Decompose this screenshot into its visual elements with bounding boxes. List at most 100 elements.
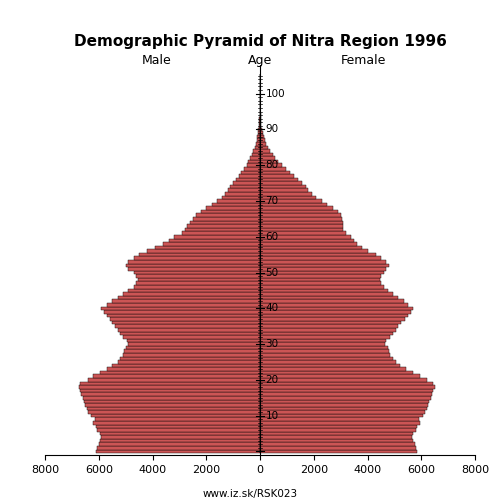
Bar — [244, 167, 260, 170]
Bar — [241, 170, 260, 174]
Bar — [260, 167, 285, 170]
Text: 60: 60 — [266, 232, 278, 241]
Bar — [260, 389, 434, 392]
Bar — [212, 203, 260, 206]
Bar — [94, 421, 260, 424]
Bar — [260, 450, 417, 453]
Bar — [190, 220, 260, 224]
Bar — [127, 338, 260, 342]
Bar — [260, 392, 432, 396]
Bar — [260, 317, 405, 321]
Bar — [260, 342, 385, 346]
Bar — [118, 296, 260, 300]
Bar — [126, 346, 260, 350]
Bar — [193, 217, 260, 220]
Bar — [259, 120, 260, 124]
Bar — [139, 253, 260, 256]
Bar — [82, 392, 260, 396]
Bar — [260, 228, 344, 232]
Bar — [260, 142, 266, 146]
Bar — [256, 138, 260, 142]
Bar — [260, 188, 308, 192]
Bar — [260, 385, 434, 389]
Bar — [201, 210, 260, 214]
Bar — [258, 131, 260, 135]
Bar — [260, 436, 412, 439]
Bar — [260, 220, 344, 224]
Bar — [233, 182, 260, 185]
Bar — [196, 214, 260, 217]
Bar — [259, 124, 260, 128]
Bar — [260, 270, 384, 274]
Bar — [248, 160, 260, 164]
Bar — [238, 174, 260, 178]
Bar — [260, 250, 368, 253]
Bar — [260, 292, 393, 296]
Bar — [118, 360, 260, 364]
Bar — [115, 324, 260, 328]
Bar — [260, 378, 426, 382]
Bar — [260, 182, 302, 185]
Bar — [260, 374, 420, 378]
Bar — [88, 378, 260, 382]
Bar — [260, 310, 410, 314]
Bar — [260, 421, 420, 424]
Bar — [107, 368, 260, 371]
Bar — [98, 446, 260, 450]
Bar — [260, 335, 390, 338]
Bar — [260, 424, 417, 428]
Bar — [260, 164, 281, 167]
Bar — [260, 203, 327, 206]
Bar — [84, 400, 260, 403]
Bar — [260, 156, 276, 160]
Text: 20: 20 — [266, 375, 278, 385]
Bar — [110, 317, 260, 321]
Bar — [168, 238, 260, 242]
Text: 90: 90 — [266, 124, 278, 134]
Bar — [260, 414, 422, 418]
Bar — [260, 418, 418, 421]
Bar — [94, 374, 260, 378]
Bar — [260, 338, 386, 342]
Bar — [260, 210, 338, 214]
Bar — [118, 328, 260, 332]
Bar — [134, 270, 260, 274]
Bar — [102, 436, 260, 439]
Bar — [155, 246, 260, 250]
Bar — [90, 414, 260, 418]
Bar — [260, 217, 342, 220]
Bar — [260, 410, 426, 414]
Title: Demographic Pyramid of Nitra Region 1996: Demographic Pyramid of Nitra Region 1996 — [74, 34, 446, 48]
Bar — [147, 250, 260, 253]
Bar — [260, 364, 400, 368]
Bar — [250, 156, 260, 160]
Bar — [260, 282, 381, 285]
Bar — [86, 403, 260, 406]
Bar — [260, 406, 426, 410]
Bar — [260, 196, 316, 199]
Bar — [123, 353, 260, 356]
Bar — [260, 246, 362, 250]
Bar — [260, 353, 390, 356]
Bar — [260, 328, 396, 332]
Bar — [260, 124, 262, 128]
Bar — [260, 199, 322, 203]
Bar — [260, 368, 406, 371]
Bar — [128, 260, 260, 264]
Bar — [228, 188, 260, 192]
Bar — [260, 306, 413, 310]
Bar — [260, 149, 270, 152]
Bar — [96, 450, 260, 453]
Bar — [260, 120, 261, 124]
Bar — [260, 178, 298, 182]
Bar — [182, 232, 260, 235]
Bar — [254, 146, 260, 149]
Bar — [217, 199, 260, 203]
Bar — [100, 371, 260, 374]
Bar — [260, 174, 294, 178]
Bar — [260, 356, 393, 360]
Bar — [260, 206, 332, 210]
Bar — [258, 135, 260, 138]
Bar — [225, 192, 260, 196]
Bar — [98, 428, 260, 432]
